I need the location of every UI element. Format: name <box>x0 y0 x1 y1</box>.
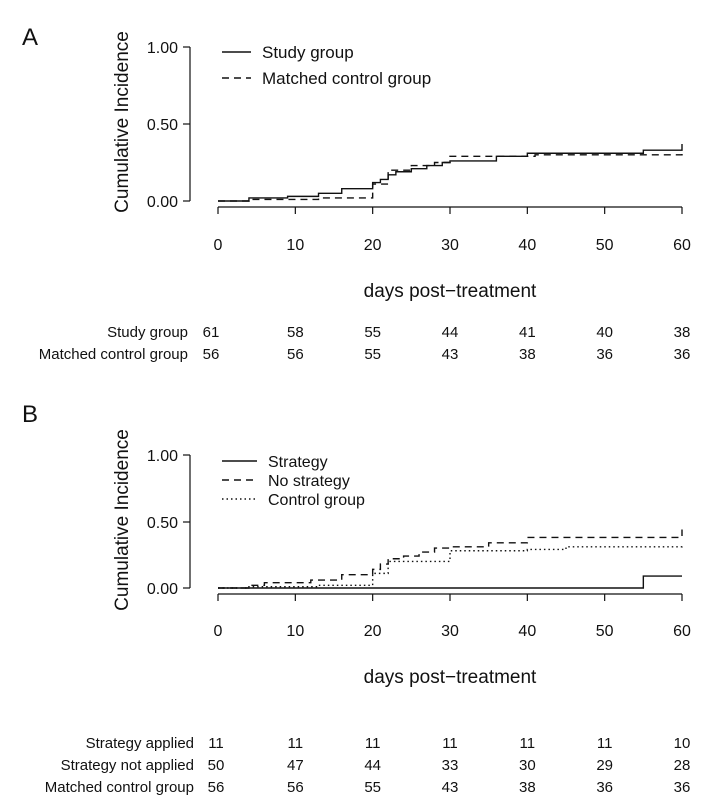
x-tick-label: 0 <box>214 623 223 640</box>
y-tick-label: 1.00 <box>147 448 178 465</box>
at-risk-table: Strategy applied 11 11 11 11 11 11 10 Strategy n… <box>45 735 691 796</box>
legend: Strategy No strategy Control group <box>222 454 365 509</box>
x-axis-label: days post−treatment <box>364 281 537 302</box>
y-tick-label: 1.00 <box>147 40 178 57</box>
x-tick-label: 60 <box>673 237 691 254</box>
at-risk-count: 43 <box>442 779 459 796</box>
at-risk-count: 11 <box>208 735 224 752</box>
legend-label: Strategy <box>268 454 328 471</box>
y-tick-label: 0.00 <box>147 581 178 598</box>
series-line-1 <box>218 575 682 589</box>
series-line-2 <box>218 153 683 202</box>
at-risk-count: 50 <box>208 757 225 774</box>
chart-panel: A 0.00 0.50 1.00 Cumulative Incidence 0 10 20 30… <box>22 24 691 363</box>
at-risk-count: 47 <box>287 757 304 774</box>
legend-label: No strategy <box>268 473 350 490</box>
x-axis-label: days post−treatment <box>364 667 537 688</box>
y-axis-label: Cumulative Incidence <box>112 429 133 611</box>
x-tick-label: 0 <box>214 237 223 254</box>
x-tick-label: 20 <box>364 237 382 254</box>
y-tick-label: 0.50 <box>147 515 178 532</box>
at-risk-row-label: Matched control group <box>45 779 194 796</box>
panel-letter: A <box>22 24 38 51</box>
at-risk-count: 30 <box>519 757 536 774</box>
at-risk-count: 38 <box>519 779 536 796</box>
at-risk-count: 56 <box>208 779 225 796</box>
series-line-2 <box>218 529 683 589</box>
at-risk-count: 40 <box>596 324 613 341</box>
at-risk-count: 56 <box>287 346 304 363</box>
series-line-1 <box>218 144 683 202</box>
at-risk-count: 36 <box>674 779 691 796</box>
at-risk-count: 55 <box>364 346 381 363</box>
at-risk-count: 36 <box>674 346 691 363</box>
x-tick-label: 40 <box>518 237 536 254</box>
at-risk-count: 11 <box>520 735 536 752</box>
at-risk-count: 36 <box>596 779 613 796</box>
at-risk-count: 44 <box>442 324 459 341</box>
x-tick-label: 60 <box>673 623 691 640</box>
legend-label: Matched control group <box>262 69 431 88</box>
at-risk-count: 36 <box>596 346 613 363</box>
at-risk-count: 56 <box>287 779 304 796</box>
at-risk-count: 55 <box>364 779 381 796</box>
x-tick-label: 30 <box>441 237 459 254</box>
at-risk-count: 44 <box>364 757 381 774</box>
at-risk-count: 58 <box>287 324 304 341</box>
at-risk-count: 11 <box>442 735 458 752</box>
x-tick-label: 20 <box>364 623 382 640</box>
y-tick-label: 0.50 <box>147 117 178 134</box>
at-risk-row-label: Strategy applied <box>86 735 194 752</box>
x-tick-label: 50 <box>596 237 614 254</box>
at-risk-count: 43 <box>442 346 459 363</box>
at-risk-count: 33 <box>442 757 459 774</box>
legend-label: Control group <box>268 492 365 509</box>
y-axis-label: Cumulative Incidence <box>112 31 133 213</box>
at-risk-count: 29 <box>596 757 613 774</box>
legend-label: Study group <box>262 43 354 62</box>
at-risk-count: 38 <box>519 346 536 363</box>
at-risk-count: 11 <box>288 735 304 752</box>
at-risk-count: 10 <box>674 735 691 752</box>
x-tick-label: 10 <box>286 237 304 254</box>
at-risk-count: 11 <box>597 735 613 752</box>
x-tick-label: 40 <box>518 623 536 640</box>
at-risk-count: 38 <box>674 324 691 341</box>
chart-panel: B 0.00 0.50 1.00 Cumulative Incidence 0 10 20 30… <box>22 401 691 796</box>
panel-letter: B <box>22 401 38 428</box>
series-line-3 <box>218 544 683 589</box>
at-risk-count: 41 <box>519 324 536 341</box>
at-risk-count: 55 <box>364 324 381 341</box>
x-tick-label: 10 <box>286 623 304 640</box>
at-risk-row-label: Study group <box>107 324 188 341</box>
y-tick-label: 0.00 <box>147 194 178 211</box>
at-risk-count: 61 <box>203 324 220 341</box>
at-risk-count: 56 <box>203 346 220 363</box>
x-tick-label: 50 <box>596 623 614 640</box>
x-tick-label: 30 <box>441 623 459 640</box>
at-risk-count: 11 <box>365 735 381 752</box>
at-risk-count: 28 <box>674 757 691 774</box>
at-risk-table: Study group 61 58 55 44 41 40 38 Matched control… <box>39 324 691 363</box>
at-risk-row-label: Strategy not applied <box>61 757 194 774</box>
legend: Study group Matched control group <box>222 43 431 88</box>
at-risk-row-label: Matched control group <box>39 346 188 363</box>
